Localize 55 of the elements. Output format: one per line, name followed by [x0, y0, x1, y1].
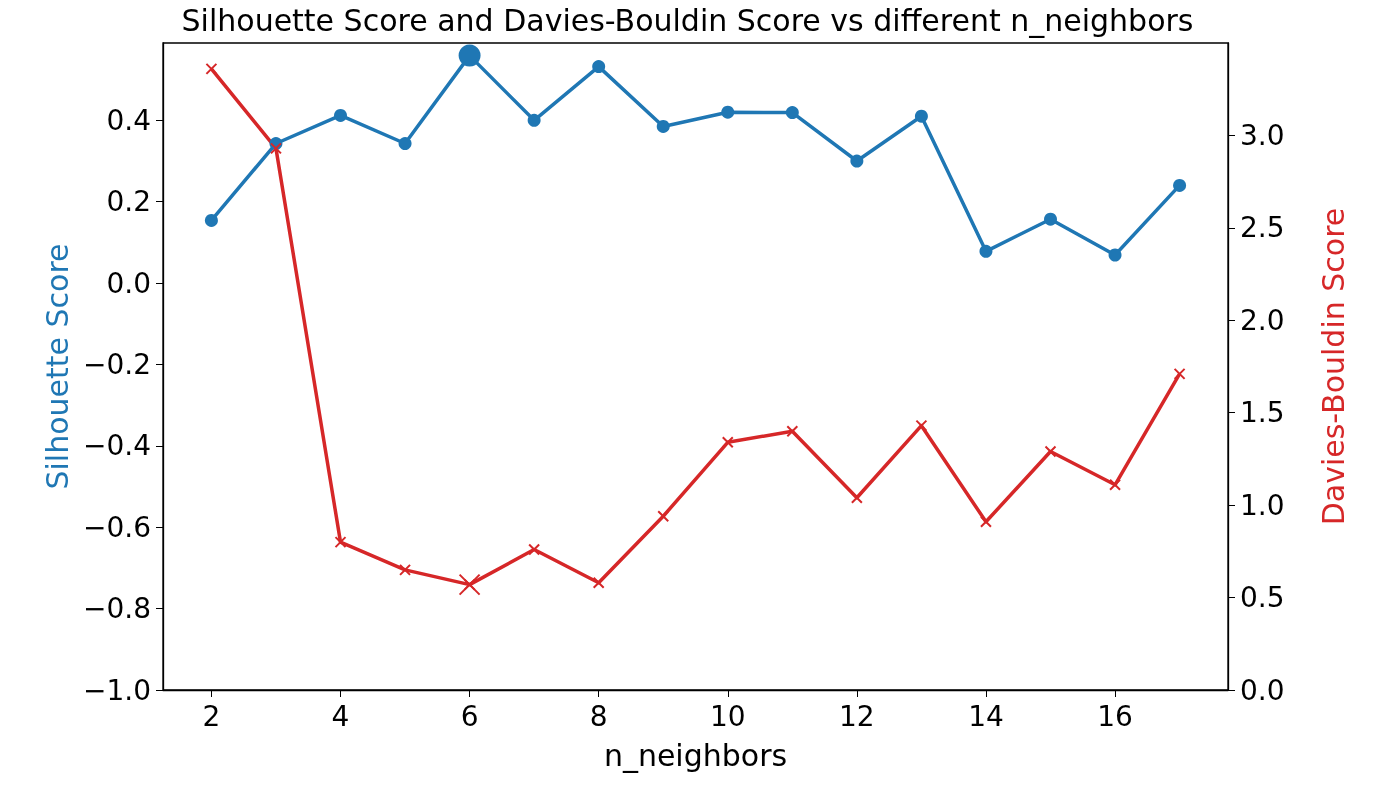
x-tick-label: 12 [839, 699, 875, 733]
point [786, 425, 799, 438]
point [1044, 212, 1057, 226]
point [785, 106, 799, 120]
x-tick-label: 4 [331, 699, 350, 733]
x-tick-label: 14 [968, 699, 1004, 733]
y-axis-title: Silhouette Score [39, 243, 75, 490]
y-tick-label: −0.8 [83, 592, 151, 626]
y2-tick-label: 1.0 [1240, 488, 1285, 522]
point [527, 113, 541, 127]
x-tick-label: 6 [460, 699, 479, 733]
x-tick-label: 8 [589, 699, 608, 733]
point [399, 563, 412, 576]
y-tick-label: 0.0 [106, 266, 151, 300]
point [979, 244, 993, 258]
x-tick-label: 2 [202, 699, 221, 733]
y-tick-label: −0.6 [83, 510, 151, 544]
y2-tick-label: 2.5 [1240, 211, 1285, 245]
point [1108, 248, 1122, 262]
x-tick-label: 10 [709, 699, 746, 733]
point [398, 137, 412, 151]
point [1044, 445, 1057, 458]
point [528, 543, 541, 556]
point [721, 105, 735, 119]
point [269, 142, 282, 155]
y2-tick-label: 3.0 [1240, 118, 1285, 152]
chart-title: Silhouette Score and Davies-Bouldin Score vs different n_neighbors [181, 2, 1194, 38]
y-tick-label: −0.4 [83, 429, 151, 463]
y-tick-label: 0.4 [106, 103, 151, 137]
point [458, 44, 481, 67]
point [592, 576, 605, 589]
point [721, 436, 734, 449]
y-tick-label: −1.0 [83, 673, 151, 707]
point [850, 154, 864, 168]
point [657, 510, 670, 523]
point [592, 60, 606, 74]
point [1109, 478, 1122, 491]
point [334, 536, 347, 549]
point [656, 119, 670, 133]
point [205, 62, 218, 75]
point [914, 109, 928, 123]
x-axis-title: n_neighbors [603, 737, 788, 773]
y2-tick-label: 2.0 [1240, 303, 1285, 337]
y-tick-label: −0.2 [83, 347, 151, 381]
y2-tick-label: 0.5 [1240, 581, 1285, 615]
y2-tick-label: 1.5 [1240, 396, 1285, 430]
y2-axis-title: Davies-Bouldin Score [1315, 207, 1351, 526]
x-tick-label: 16 [1097, 699, 1133, 733]
point [334, 108, 347, 122]
point [915, 419, 928, 432]
point [204, 213, 218, 227]
y-tick-label: 0.2 [106, 185, 151, 219]
point [1173, 367, 1186, 380]
y2-tick-label: 0.0 [1240, 673, 1285, 707]
point [1173, 178, 1187, 192]
